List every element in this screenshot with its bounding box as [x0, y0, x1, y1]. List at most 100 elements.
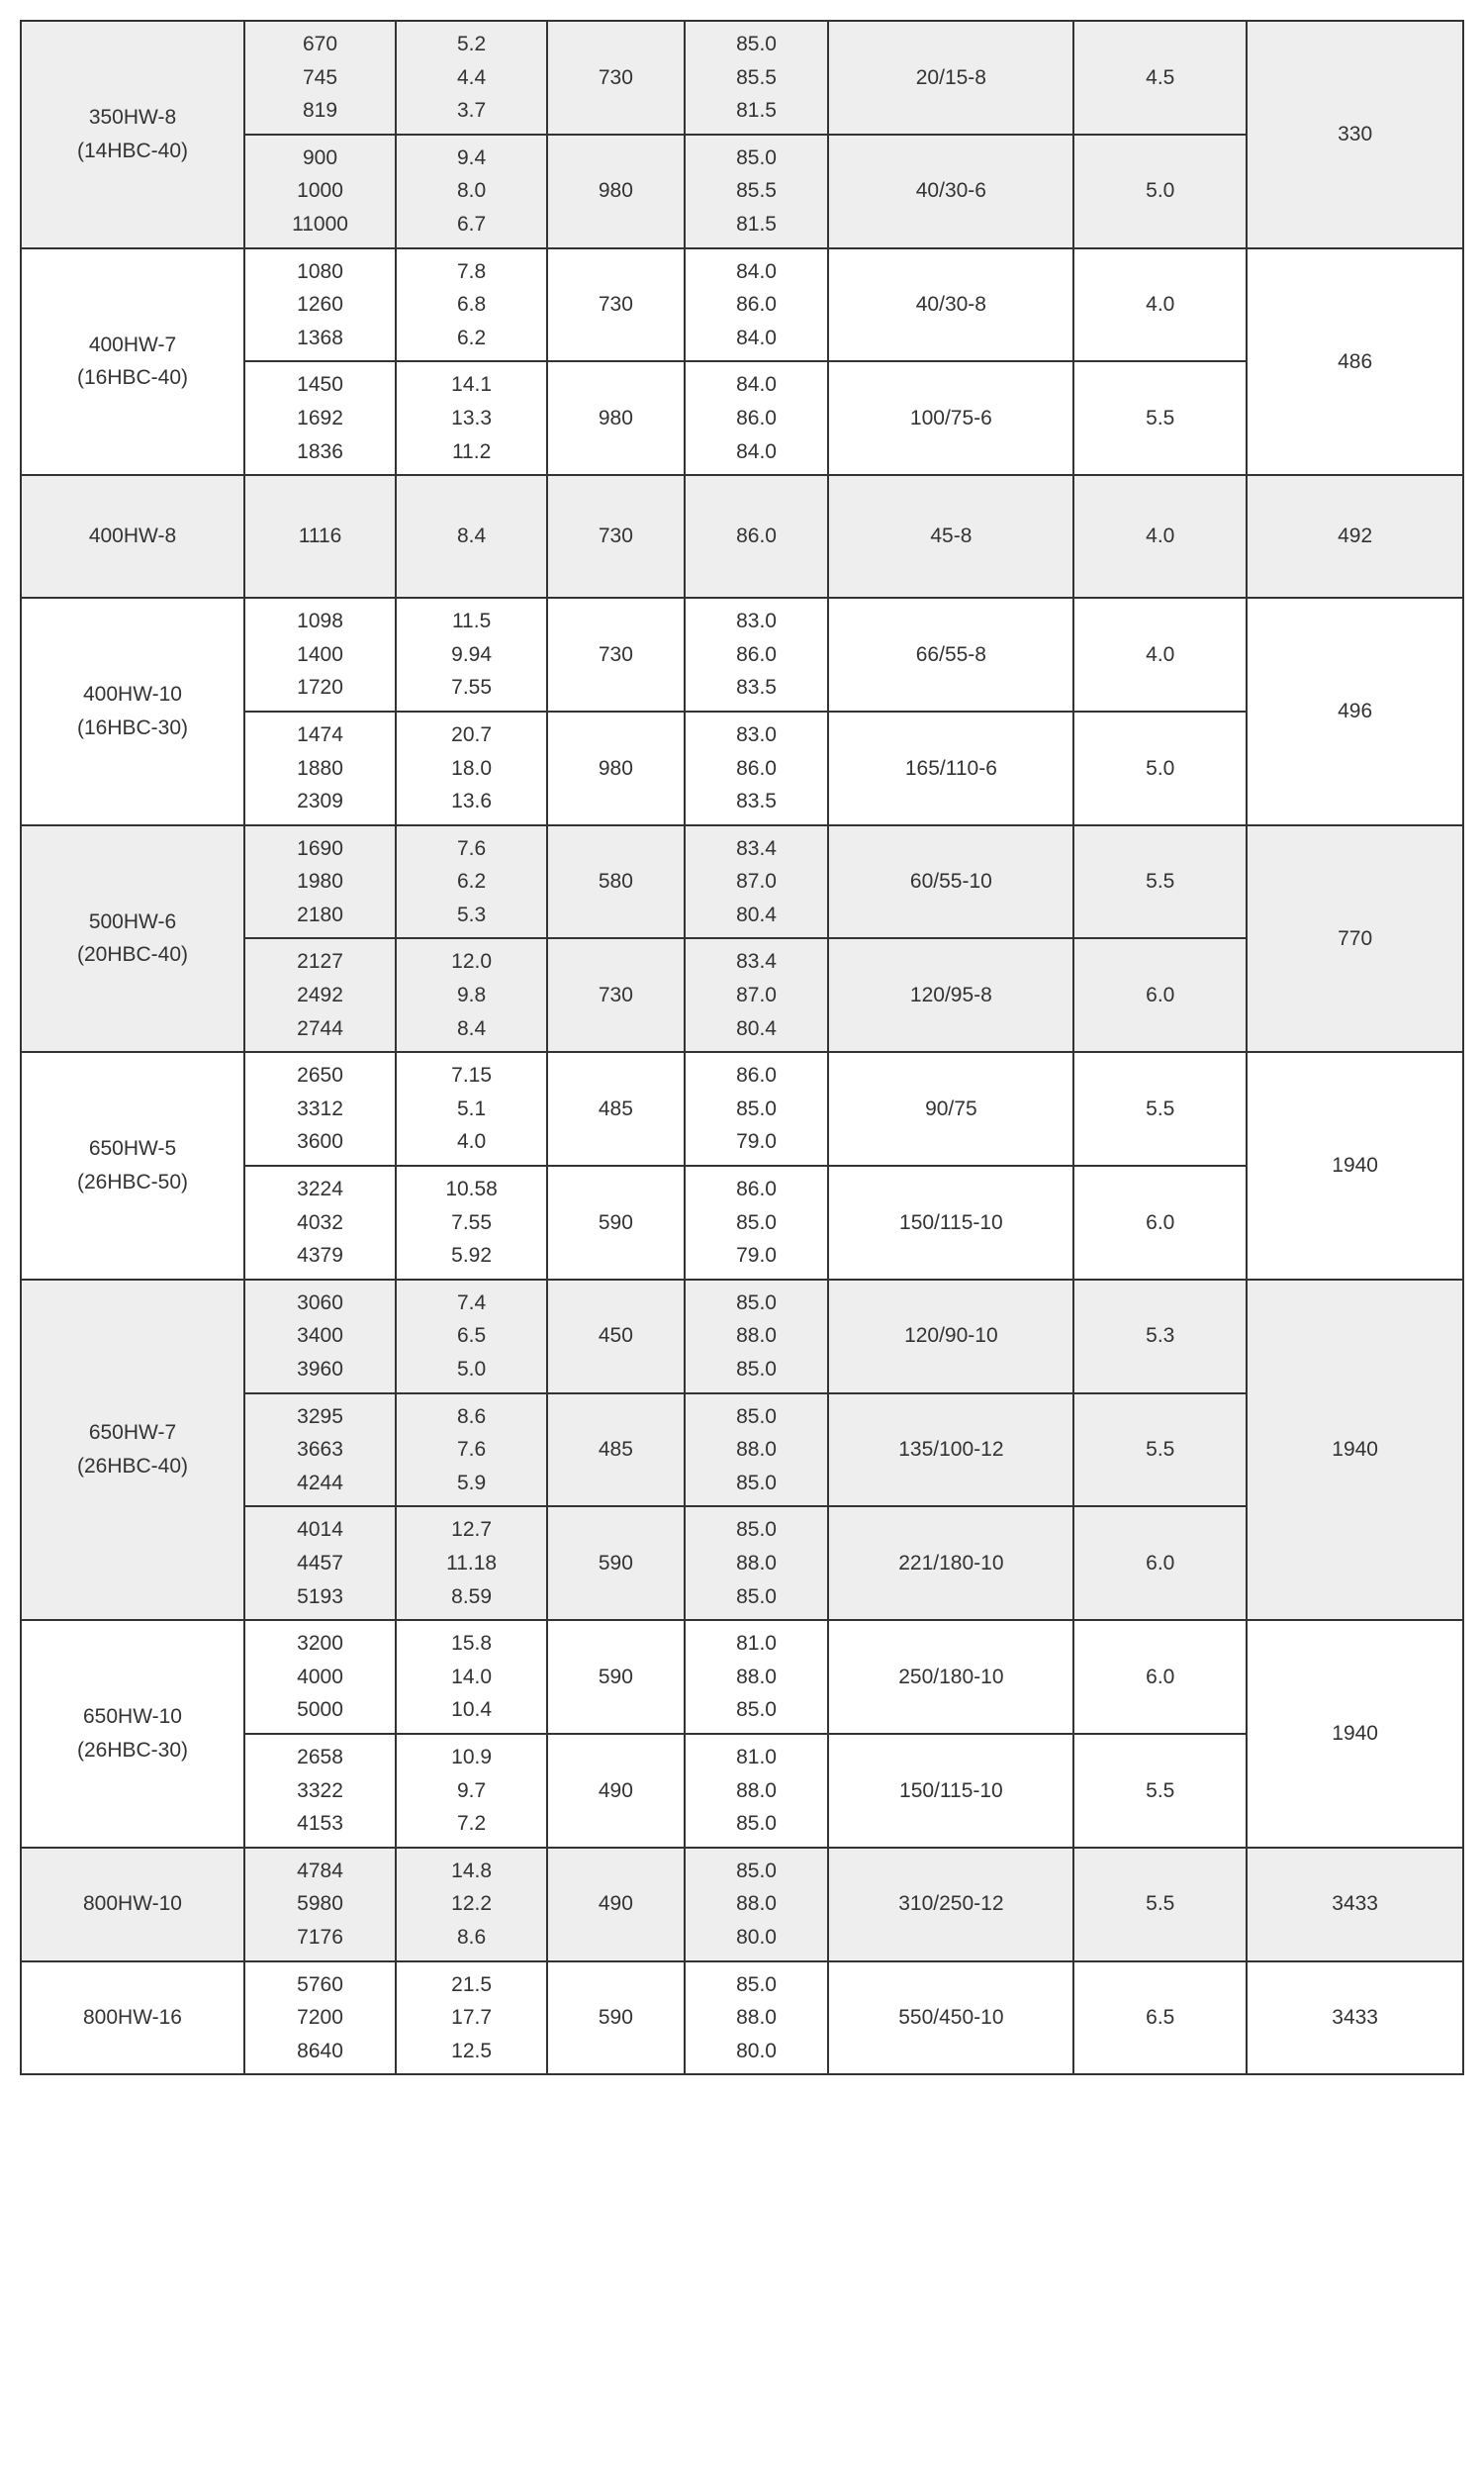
col-e: 165/110-6: [828, 712, 1073, 825]
cell-value: 85.0: [736, 1093, 777, 1126]
cell-value: 5193: [297, 1580, 343, 1614]
model-group: 650HW-10(26HBC-30)32004000500015.814.010…: [21, 1620, 1463, 1848]
cell-value: 79.0: [736, 1125, 777, 1159]
col-e: 135/100-12: [828, 1393, 1073, 1507]
col-e: 60/55-10: [828, 825, 1073, 939]
cell-value: 2492: [297, 979, 343, 1012]
cell-value: 1000: [297, 174, 343, 208]
cell-value: 7.55: [451, 671, 492, 705]
col-e: 66/55-8: [828, 598, 1073, 712]
cell-value: 86.0: [736, 288, 777, 322]
col-e: 40/30-6: [828, 135, 1073, 248]
cell-value: 5.0: [457, 1353, 486, 1386]
cell-value: 650HW-10: [83, 1700, 182, 1734]
cell-value: 8.4: [457, 520, 486, 553]
cell-value: 5.1: [457, 1093, 486, 1126]
cell-value: 8.4: [457, 1012, 486, 1046]
cell-value: 88.0: [736, 1319, 777, 1353]
cell-value: 85.0: [736, 1968, 777, 2002]
cell-value: 7.15: [451, 1059, 492, 1093]
cell-value: 7176: [297, 1921, 343, 1955]
col-d: 83.086.083.5: [685, 598, 829, 712]
table-row: 350HW-8(14HBC-40)6707458195.24.43.773085…: [21, 21, 1463, 135]
col-a: 169019802180: [244, 825, 396, 939]
cell-value: 12.7: [451, 1513, 492, 1547]
col-a: 306034003960: [244, 1280, 396, 1393]
col-c: 590: [547, 1961, 685, 2075]
col-b: 11.59.947.55: [396, 598, 547, 712]
col-b: 7.46.55.0: [396, 1280, 547, 1393]
cell-value: 84.0: [736, 435, 777, 469]
cell-value: 87.0: [736, 865, 777, 899]
col-last: 330: [1247, 21, 1463, 248]
model-cell: 650HW-7(26HBC-40): [21, 1280, 244, 1620]
col-f: 6.0: [1073, 1166, 1247, 1280]
col-a: 322440324379: [244, 1166, 396, 1280]
cell-value: 4379: [297, 1239, 343, 1273]
col-last: 770: [1247, 825, 1463, 1053]
cell-value: 80.4: [736, 1012, 777, 1046]
cell-value: 1260: [297, 288, 343, 322]
col-e: 100/75-6: [828, 361, 1073, 475]
col-d: 84.086.084.0: [685, 361, 829, 475]
cell-value: 400HW-7: [89, 329, 176, 362]
cell-value: 670: [303, 28, 337, 61]
cell-value: 1474: [297, 718, 343, 752]
model-group: 650HW-7(26HBC-40)3060340039607.46.55.045…: [21, 1280, 1463, 1620]
col-last: 496: [1247, 598, 1463, 825]
cell-value: 1368: [297, 322, 343, 355]
cell-value: 745: [303, 61, 337, 95]
col-a: 108012601368: [244, 248, 396, 362]
cell-value: 21.5: [451, 1968, 492, 2002]
cell-value: 4784: [297, 1855, 343, 1888]
col-a: 109814001720: [244, 598, 396, 712]
cell-value: 86.0: [736, 1059, 777, 1093]
col-c: 980: [547, 135, 685, 248]
cell-value: 1080: [297, 255, 343, 289]
col-e: 20/15-8: [828, 21, 1073, 135]
col-last: 1940: [1247, 1620, 1463, 1848]
model-cell: 650HW-5(26HBC-50): [21, 1052, 244, 1280]
model-group: 500HW-6(20HBC-40)1690198021807.66.25.358…: [21, 825, 1463, 1053]
model-cell: 400HW-8: [21, 475, 244, 598]
col-f: 5.5: [1073, 1734, 1247, 1848]
cell-value: 3322: [297, 1774, 343, 1808]
cell-value: 1980: [297, 865, 343, 899]
col-c: 730: [547, 21, 685, 135]
col-d: 84.086.084.0: [685, 248, 829, 362]
model-group: 400HW-811168.473086.045-84.0492: [21, 475, 1463, 598]
cell-value: 85.0: [736, 1287, 777, 1320]
table-row: 650HW-7(26HBC-40)3060340039607.46.55.045…: [21, 1280, 1463, 1393]
cell-value: 10.9: [451, 1741, 492, 1774]
cell-value: 83.4: [736, 945, 777, 979]
cell-value: 3312: [297, 1093, 343, 1126]
cell-value: 80.0: [736, 1921, 777, 1955]
cell-value: 3400: [297, 1319, 343, 1353]
cell-value: 14.1: [451, 368, 492, 402]
col-e: 45-8: [828, 475, 1073, 598]
col-b: 8.4: [396, 475, 547, 598]
cell-value: 13.3: [451, 402, 492, 435]
cell-value: 3960: [297, 1353, 343, 1386]
cell-value: 7.55: [451, 1206, 492, 1240]
cell-value: 9.7: [457, 1774, 486, 1808]
cell-value: 800HW-16: [83, 2001, 182, 2035]
col-f: 4.0: [1073, 475, 1247, 598]
cell-value: 4457: [297, 1547, 343, 1580]
table-row: 650HW-5(26HBC-50)2650331236007.155.14.04…: [21, 1052, 1463, 1166]
col-e: 40/30-8: [828, 248, 1073, 362]
cell-value: 5.92: [451, 1239, 492, 1273]
col-d: 81.088.085.0: [685, 1734, 829, 1848]
cell-value: 84.0: [736, 322, 777, 355]
cell-value: 12.2: [451, 1887, 492, 1921]
cell-value: 88.0: [736, 1433, 777, 1467]
cell-value: 7.8: [457, 255, 486, 289]
col-a: 329536634244: [244, 1393, 396, 1507]
table-row: 800HW-1657607200864021.517.712.559085.08…: [21, 1961, 1463, 2075]
cell-value: 8.59: [451, 1580, 492, 1614]
cell-value: 400HW-10: [83, 678, 182, 712]
col-a: 401444575193: [244, 1506, 396, 1620]
col-c: 730: [547, 938, 685, 1052]
col-c: 485: [547, 1052, 685, 1166]
col-c: 590: [547, 1620, 685, 1734]
